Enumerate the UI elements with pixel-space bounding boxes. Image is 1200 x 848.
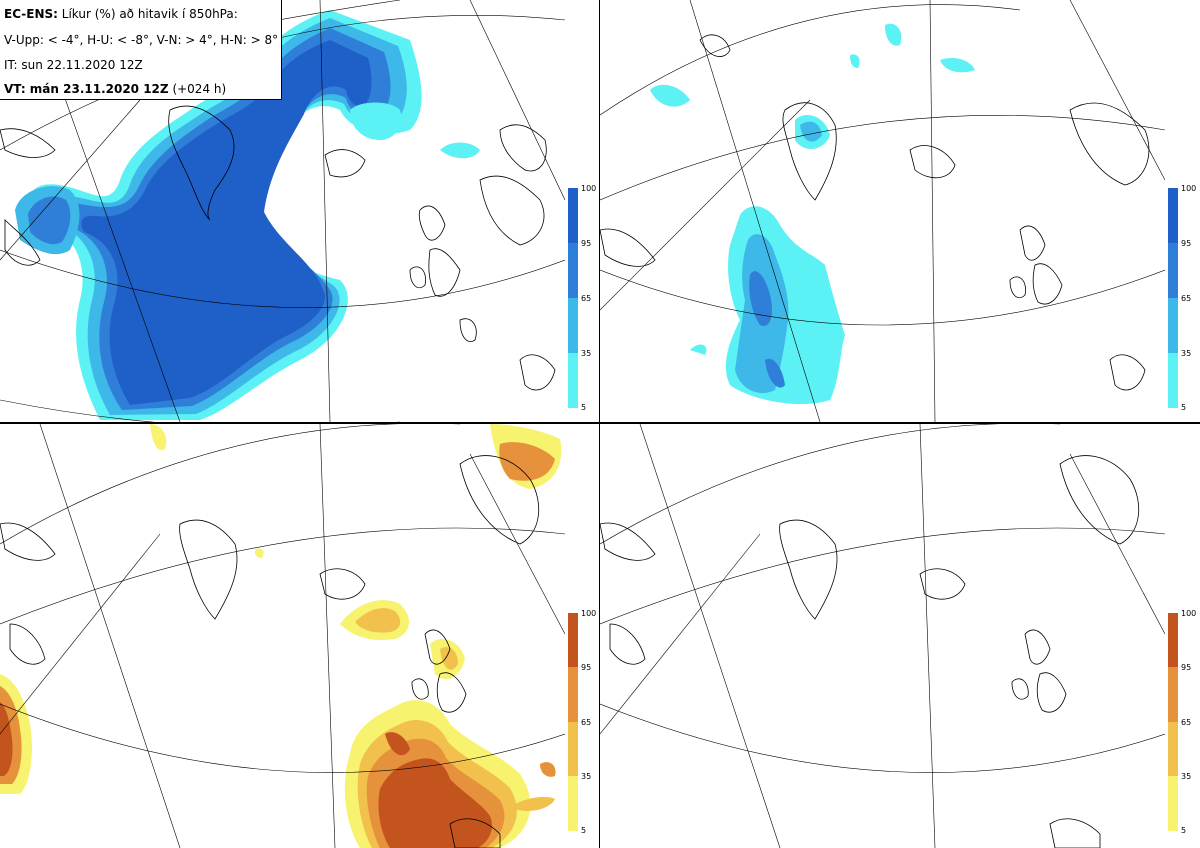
graticule xyxy=(0,424,565,848)
map-panel-bottom-left xyxy=(0,424,565,848)
valid-time-line: VT: mán 23.11.2020 12Z (+024 h) xyxy=(4,83,226,95)
map-canvas-h-u xyxy=(600,0,1165,422)
cb-tr-95: 95 xyxy=(1181,239,1192,248)
map-panel-top-right xyxy=(600,0,1165,422)
map-panel-top-left: EC-ENS: Líkur (%) að hitavik í 850hPa: V… xyxy=(0,0,565,422)
probability-field-cold xyxy=(15,10,480,420)
graticule xyxy=(600,424,1165,848)
cb-tr-100: 100 xyxy=(1181,184,1197,193)
valid-time: VT: mán 23.11.2020 12Z xyxy=(4,82,169,96)
cb-tr-5: 5 xyxy=(1181,403,1187,412)
cb-br-100: 100 xyxy=(1181,609,1197,618)
title-text: Líkur (%) að hitavik í 850hPa: xyxy=(61,7,238,21)
cb-bl-5: 5 xyxy=(581,826,587,835)
colorbar-cold-top-left xyxy=(568,188,578,408)
probability-field-warm xyxy=(0,424,562,848)
coastlines xyxy=(600,455,1140,848)
cb-tl-35: 35 xyxy=(581,349,592,358)
map-canvas-h-n xyxy=(600,424,1165,848)
colorbar-warm-bottom-left xyxy=(568,613,578,831)
colorbar-cold-top-right xyxy=(1168,188,1178,408)
title-line: EC-ENS: Líkur (%) að hitavik í 850hPa: xyxy=(4,8,238,20)
cb-br-95: 95 xyxy=(1181,663,1192,672)
legend-line: V-Upp: < -4°, H-U: < -8°, V-N: > 4°, H-N… xyxy=(4,33,279,47)
cb-tl-65: 65 xyxy=(581,294,592,303)
coastlines xyxy=(0,105,556,391)
forecast-info-box: EC-ENS: Líkur (%) að hitavik í 850hPa: V… xyxy=(0,0,282,100)
cb-tr-35: 35 xyxy=(1181,349,1192,358)
horizontal-divider xyxy=(0,422,1200,424)
cb-br-5: 5 xyxy=(1181,826,1187,835)
cb-bl-95: 95 xyxy=(581,663,592,672)
map-panel-bottom-right xyxy=(600,424,1165,848)
coastlines xyxy=(600,34,1150,391)
map-canvas-v-upp xyxy=(0,0,565,422)
cb-bl-100: 100 xyxy=(581,609,597,618)
vertical-divider xyxy=(599,0,600,848)
probability-field-cold xyxy=(650,23,975,405)
cb-tl-100: 100 xyxy=(581,184,597,193)
issue-time: IT: sun 22.11.2020 12Z xyxy=(4,58,143,72)
cb-br-35: 35 xyxy=(1181,772,1192,781)
model-label: EC-ENS: xyxy=(4,7,58,21)
forecast-offset: (+024 h) xyxy=(172,82,227,96)
cb-tr-65: 65 xyxy=(1181,294,1192,303)
coastlines xyxy=(0,455,540,848)
cb-br-65: 65 xyxy=(1181,718,1192,727)
colorbar-warm-bottom-right xyxy=(1168,613,1178,831)
cb-bl-65: 65 xyxy=(581,718,592,727)
map-canvas-v-n xyxy=(0,424,565,848)
cb-tl-95: 95 xyxy=(581,239,592,248)
graticule xyxy=(600,0,1165,422)
cb-tl-5: 5 xyxy=(581,403,587,412)
cb-bl-35: 35 xyxy=(581,772,592,781)
